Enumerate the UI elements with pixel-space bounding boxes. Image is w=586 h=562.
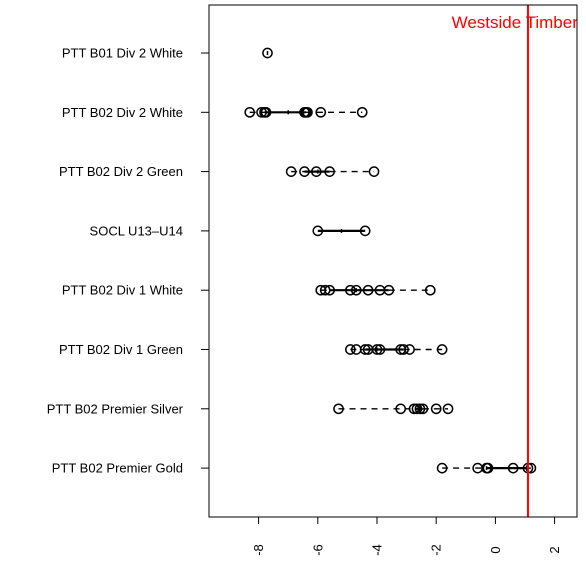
category-label: PTT B02 Div 2 Green [59, 164, 183, 179]
data-point [404, 344, 415, 355]
data-point [398, 344, 409, 355]
reference-label: Westside Timbers G [452, 13, 586, 32]
data-point [299, 166, 310, 177]
x-tick-label: -2 [429, 544, 444, 556]
data-point [359, 225, 371, 237]
data-point [430, 403, 442, 415]
category-label: SOCL U13–U14 [90, 223, 183, 238]
data-point [359, 344, 371, 355]
data-point [507, 462, 519, 474]
x-tick-label: -8 [251, 544, 266, 556]
y-axis: PTT B01 Div 2 White PTT B02 Div 2 White PT… [47, 46, 209, 476]
data-point [356, 106, 368, 118]
data-point [525, 462, 537, 474]
data-point [256, 106, 267, 118]
data-point [374, 344, 386, 355]
data-point [424, 284, 436, 296]
plot-content: Westside Timbers G [244, 5, 586, 517]
data-point [310, 166, 322, 177]
category-label: PTT B02 Div 1 White [62, 283, 183, 298]
category-label: PTT B02 Div 1 Green [59, 342, 183, 357]
data-point [324, 166, 335, 177]
x-tick-label: 0 [488, 546, 503, 553]
data-point [482, 462, 494, 474]
data-point [285, 166, 297, 177]
data-point [362, 284, 374, 296]
data-point [319, 284, 331, 296]
data-point [260, 106, 272, 118]
data-point [368, 166, 380, 177]
plot-frame [208, 4, 578, 518]
data-point [350, 284, 362, 296]
data-point [315, 106, 327, 118]
data-point [371, 344, 383, 355]
data-point [414, 403, 426, 415]
category-label: PTT B01 Div 2 White [62, 46, 183, 61]
x-tick-label: -4 [370, 544, 385, 556]
data-point [436, 344, 448, 355]
data-point [324, 284, 335, 296]
data-point [312, 225, 324, 237]
x-tick-label: 2 [547, 546, 562, 553]
x-axis: -8 -6 -4 -2 0 2 [251, 517, 562, 556]
data-point [436, 462, 448, 474]
category-label: PTT B02 Premier Silver [47, 401, 184, 416]
x-tick-label: -6 [310, 544, 325, 556]
data-point [333, 403, 344, 415]
data-point [302, 106, 313, 118]
data-point [442, 403, 454, 415]
data-point [244, 106, 256, 118]
data-point [383, 284, 395, 296]
category-label: PTT B02 Div 2 White [62, 105, 183, 120]
data-point [262, 47, 273, 59]
data-point [395, 403, 407, 415]
data-point [411, 403, 423, 415]
data-point [345, 284, 356, 296]
data-point [417, 403, 429, 415]
category-label: PTT B02 Premier Gold [52, 461, 183, 476]
data-point [345, 344, 356, 355]
